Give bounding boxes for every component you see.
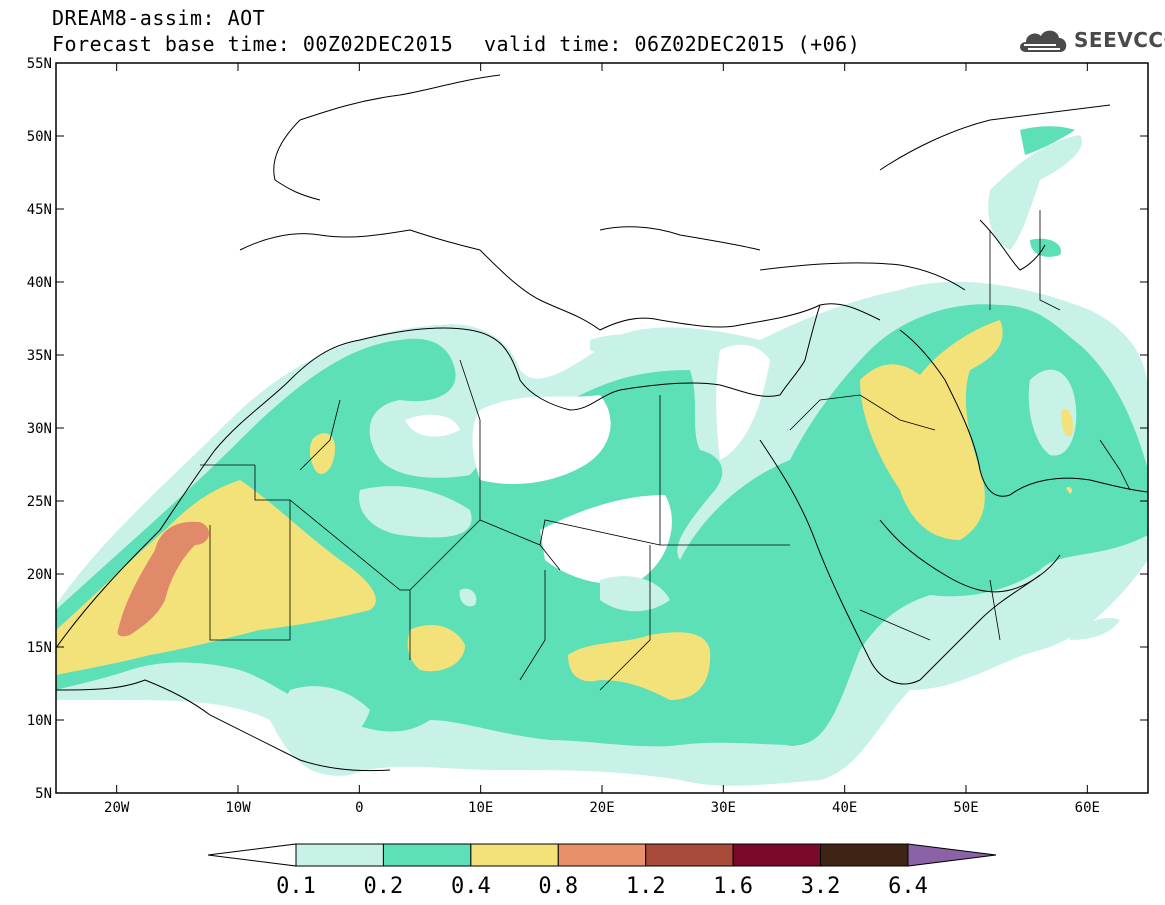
lat-tick-label: 15N bbox=[27, 640, 52, 656]
colorbar-level-label: 1.2 bbox=[626, 874, 666, 899]
colorbar-level-label: 0.1 bbox=[276, 874, 316, 899]
lat-tick-label: 55N bbox=[27, 56, 52, 72]
seevccc-logo: SEEVCCC bbox=[1016, 24, 1165, 58]
colorbar-level-label: 0.2 bbox=[364, 874, 404, 899]
colorbar-swatch bbox=[820, 843, 909, 867]
lon-tick-label: 30E bbox=[711, 800, 736, 816]
lon-tick-label: 20W bbox=[104, 800, 130, 816]
lat-tick-label: 40N bbox=[27, 275, 52, 291]
longitude-ticks: 20W 10W 0 10E 20E 30E 40E 50E 60E bbox=[104, 63, 1100, 816]
forecast-base-time: Forecast base time: 00Z02DEC2015 bbox=[52, 32, 454, 56]
valid-time: valid time: 06Z02DEC2015 (+06) bbox=[484, 32, 861, 56]
colorbar-swatch bbox=[557, 843, 647, 867]
cloud-icon bbox=[1020, 30, 1067, 52]
lat-tick-label: 45N bbox=[27, 202, 52, 218]
lon-tick-label: 60E bbox=[1075, 800, 1100, 816]
lat-tick-label: 25N bbox=[27, 494, 52, 510]
colorbar-swatch bbox=[645, 843, 734, 867]
lon-tick-label: 10W bbox=[225, 800, 251, 816]
colorbar-level-label: 6.4 bbox=[888, 874, 928, 899]
colorbar-level-label: 1.6 bbox=[713, 874, 753, 899]
colorbar-swatch bbox=[732, 843, 822, 867]
lat-tick-label: 5N bbox=[35, 786, 52, 802]
colorbar-high-arrow bbox=[907, 843, 997, 867]
chart-title: DREAM8-assim: AOT bbox=[52, 6, 266, 30]
colorbar-swatch bbox=[295, 843, 384, 867]
lon-tick-label: 40E bbox=[832, 800, 857, 816]
colorbar-level-label: 3.2 bbox=[801, 874, 841, 899]
lon-tick-label: 10E bbox=[468, 800, 493, 816]
aot-field bbox=[56, 126, 1148, 786]
lat-tick-label: 35N bbox=[27, 348, 52, 364]
lat-tick-label: 20N bbox=[27, 567, 52, 583]
aot-colorbar bbox=[207, 843, 997, 867]
colorbar-swatch bbox=[470, 843, 559, 867]
coastlines bbox=[56, 74, 1148, 772]
colorbar-level-label: 0.8 bbox=[538, 874, 578, 899]
lat-tick-label: 30N bbox=[27, 421, 52, 437]
lon-tick-label: 50E bbox=[953, 800, 978, 816]
latitude-ticks: 55N 50N 45N 40N 35N 30N 25N 20N 15N 10N 5N bbox=[27, 56, 1148, 802]
colorbar-swatch bbox=[382, 843, 472, 867]
colorbar-labels: 0.1 0.2 0.4 0.8 1.2 1.6 3.2 6.4 bbox=[276, 874, 928, 899]
lat-tick-label: 10N bbox=[27, 713, 52, 729]
country-borders bbox=[200, 210, 1131, 691]
lon-tick-label: 0 bbox=[355, 800, 363, 816]
lon-tick-label: 20E bbox=[589, 800, 614, 816]
lat-tick-label: 50N bbox=[27, 129, 52, 145]
colorbar-low-arrow bbox=[207, 843, 297, 867]
logo-text: SEEVCCC bbox=[1074, 28, 1165, 52]
colorbar-level-label: 0.4 bbox=[451, 874, 491, 899]
